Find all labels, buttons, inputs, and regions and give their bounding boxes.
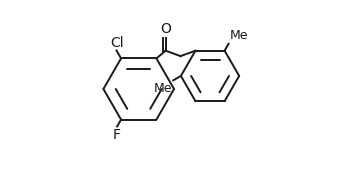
Text: Me: Me (229, 29, 248, 42)
Text: O: O (160, 22, 171, 36)
Text: F: F (113, 128, 121, 142)
Text: Cl: Cl (110, 36, 124, 50)
Text: Me: Me (154, 82, 173, 95)
